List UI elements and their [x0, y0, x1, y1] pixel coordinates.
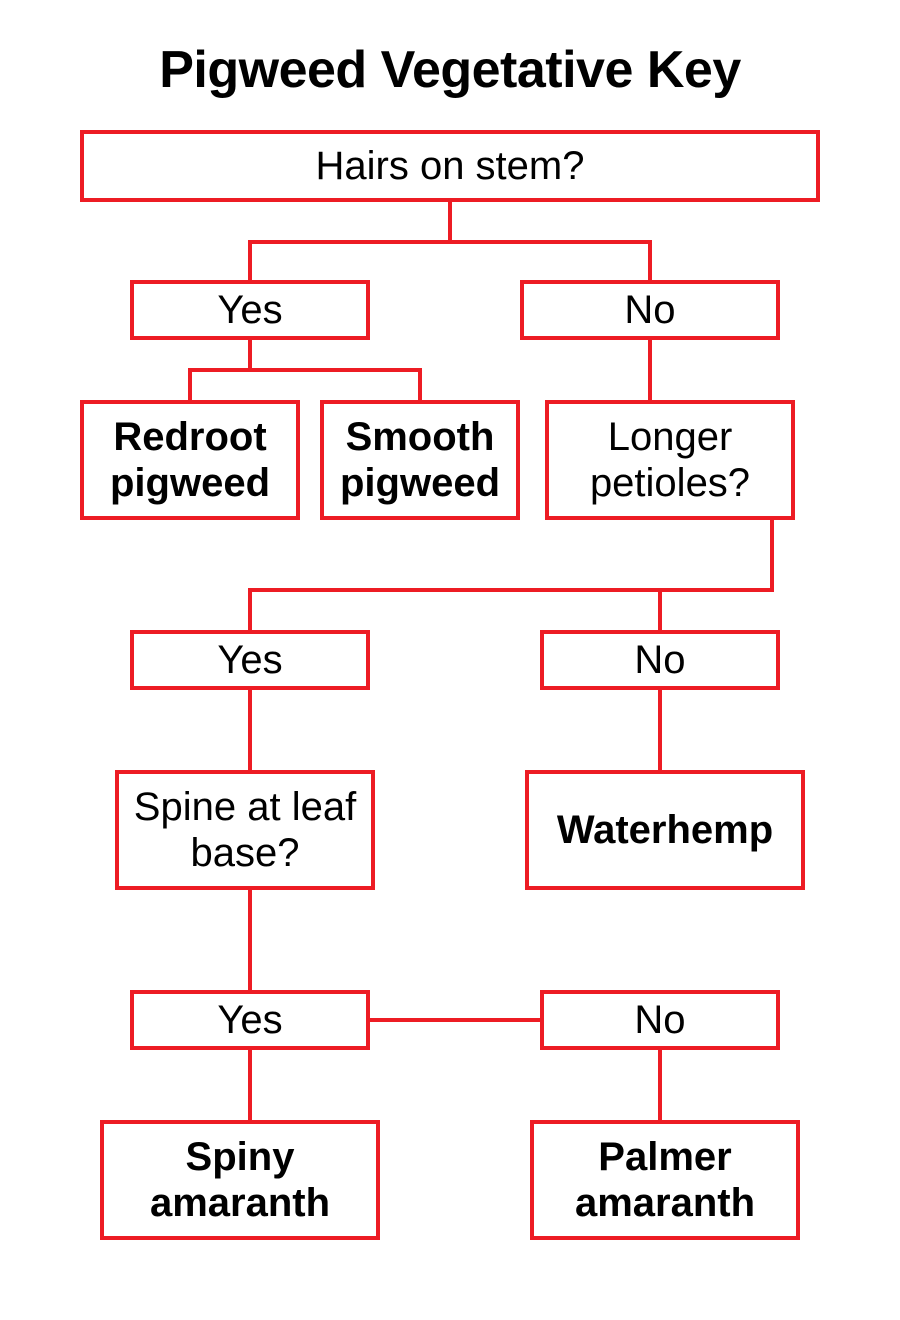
node-waterhemp: Waterhemp	[525, 770, 805, 890]
connector-line	[248, 1050, 252, 1122]
node-spiny: Spiny amaranth	[100, 1120, 380, 1240]
connector-line	[658, 690, 662, 772]
connector-line	[248, 588, 774, 592]
node-hairs_no: No	[520, 280, 780, 340]
node-spine_no: No	[540, 990, 780, 1050]
connector-line	[248, 890, 252, 992]
connector-line	[248, 588, 252, 632]
node-redroot: Redroot pigweed	[80, 400, 300, 520]
node-q_petioles: Longer petioles?	[545, 400, 795, 520]
connector-line	[658, 588, 662, 632]
node-palmer: Palmer amaranth	[530, 1120, 800, 1240]
connector-line	[248, 690, 252, 772]
node-hairs_yes: Yes	[130, 280, 370, 340]
node-pet_yes: Yes	[130, 630, 370, 690]
connector-line	[648, 240, 652, 282]
connector-line	[188, 368, 192, 402]
connector-line	[418, 368, 422, 402]
connector-line	[248, 240, 252, 282]
node-q_hairs: Hairs on stem?	[80, 130, 820, 202]
node-smooth: Smooth pigweed	[320, 400, 520, 520]
connector-line	[770, 520, 774, 590]
connector-line	[448, 202, 452, 242]
connector-line	[248, 240, 652, 244]
connector-line	[188, 368, 422, 372]
node-spine_yes: Yes	[130, 990, 370, 1050]
diagram-title: Pigweed Vegetative Key	[0, 40, 900, 100]
connector-line	[248, 340, 252, 370]
node-pet_no: No	[540, 630, 780, 690]
node-q_spine: Spine at leaf base?	[115, 770, 375, 890]
connector-line	[658, 1050, 662, 1122]
connector-line	[648, 340, 652, 402]
